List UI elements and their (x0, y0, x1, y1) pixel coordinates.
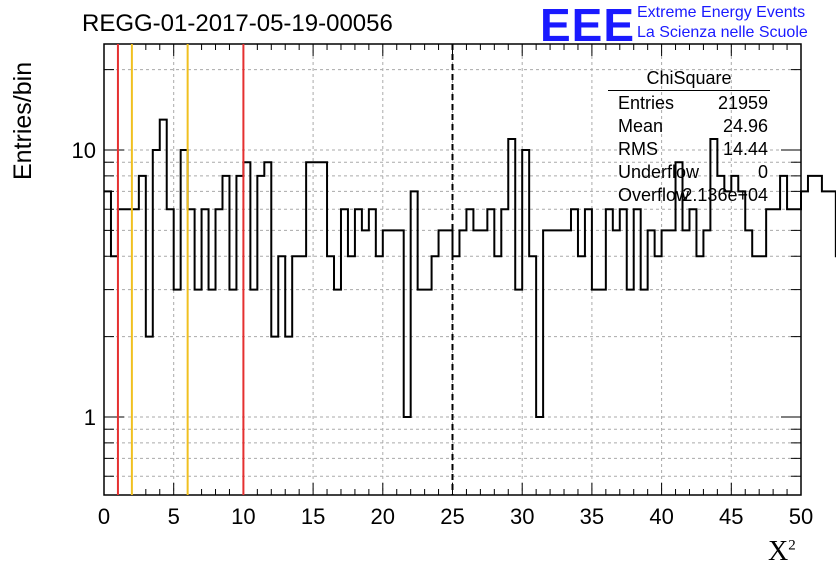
x-tick-label: 10 (231, 504, 255, 529)
stats-key: Entries (618, 93, 675, 113)
x-tick-label: 35 (580, 504, 604, 529)
stats-value: 21959 (717, 93, 768, 113)
stats-box-name: ChiSquare (608, 68, 770, 91)
stats-box: ChiSquare Entries 21959 Mean 24.96 RMS 1… (608, 68, 770, 208)
stats-key: Overflow (618, 185, 690, 205)
y-tick-label: 10 (72, 138, 96, 163)
x-axis-label-text: X (768, 536, 789, 567)
stats-row-underflow: Underflow 0 (608, 162, 770, 185)
stats-value: 14.44 (722, 139, 768, 159)
x-axis-label: X2 (768, 536, 796, 568)
y-axis-label: Entries/bin (9, 61, 37, 180)
stats-key: Mean (618, 116, 664, 136)
x-tick-label: 20 (371, 504, 395, 529)
logo-line-2: La Scienza nelle Scuole (637, 24, 808, 41)
x-tick-label: 25 (440, 504, 464, 529)
stats-row-rms: RMS 14.44 (608, 139, 770, 162)
stats-row-entries: Entries 21959 (608, 93, 770, 116)
stats-row-mean: Mean 24.96 (608, 116, 770, 139)
stats-key: Underflow (618, 162, 700, 182)
y-tick-label: 1 (84, 405, 96, 430)
x-tick-label: 0 (98, 504, 110, 529)
stats-value: 24.96 (722, 116, 768, 136)
stats-row-overflow: Overflow 2.136e+04 (608, 185, 770, 208)
x-tick-label: 50 (789, 504, 813, 529)
stats-value: 2.136e+04 (682, 185, 768, 205)
x-tick-label: 45 (719, 504, 743, 529)
x-axis-label-superscript: 2 (788, 537, 796, 554)
stats-key: RMS (618, 139, 658, 159)
logo-line-1: Extreme Energy Events (637, 4, 806, 21)
x-tick-label: 15 (301, 504, 325, 529)
x-tick-label: 40 (649, 504, 673, 529)
chart-title: REGG-01-2017-05-19-00056 (82, 10, 393, 37)
histogram-outline (104, 118, 836, 418)
stats-value: 0 (757, 162, 768, 182)
x-tick-label: 30 (510, 504, 534, 529)
x-tick-label: 5 (168, 504, 180, 529)
eee-logo: EEE (540, 0, 636, 51)
